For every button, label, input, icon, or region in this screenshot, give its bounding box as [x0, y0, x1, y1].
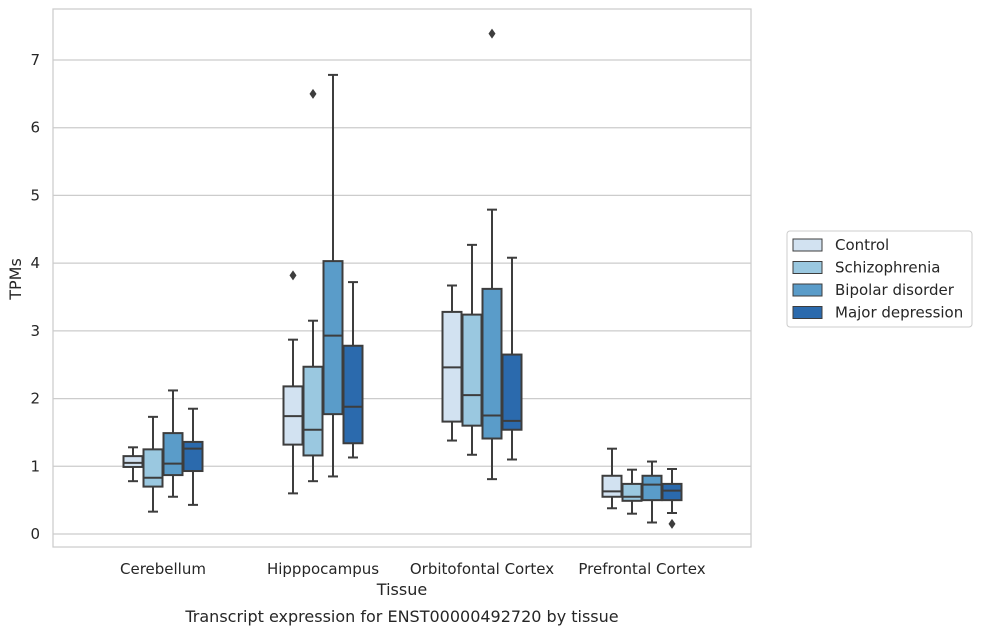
box-body	[342, 344, 364, 445]
legend-label: Bipolar disorder	[835, 281, 955, 299]
outlier-marker	[289, 270, 297, 281]
legend-swatch	[792, 238, 823, 252]
legend-swatch	[792, 261, 823, 274]
y-tick-label: 0	[30, 525, 40, 543]
x-tick-label-orbitofontal-cortex: Orbitofontal Cortex	[410, 560, 554, 578]
box-hipppocampus-major-depression	[342, 281, 364, 459]
box-body	[122, 455, 144, 468]
box-cerebellum-schizophrenia	[142, 415, 164, 513]
x-tick-label-hipppocampus: Hipppocampus	[267, 560, 379, 578]
legend-item-major-depression: Major depression	[792, 304, 963, 322]
box-prefrontal-cortex-control	[601, 447, 623, 510]
y-tick-label: 7	[30, 51, 40, 69]
legend-label: Schizophrenia	[835, 259, 940, 277]
outlier-marker	[309, 88, 317, 99]
y-tick-label: 2	[30, 390, 40, 408]
box-hipppocampus-schizophrenia	[302, 88, 324, 483]
box-body	[641, 474, 663, 502]
outlier-marker	[488, 28, 496, 39]
box-prefrontal-cortex-major-depression	[661, 467, 683, 529]
y-tick-label: 3	[30, 322, 40, 340]
legend: Control Schizophrenia Bipolar disorder Majo…	[786, 230, 973, 328]
y-tick-label: 1	[30, 457, 40, 475]
box-hipppocampus-bipolar-disorder	[322, 73, 344, 478]
box-orbitofontal-cortex-control	[441, 284, 463, 442]
box-body	[322, 260, 344, 416]
legend-swatch	[792, 283, 823, 297]
y-tick-labels: 0 1 2 3 4 5 6 7	[30, 51, 40, 543]
box-body	[302, 365, 324, 457]
legend-swatch	[792, 306, 823, 319]
box-body	[162, 432, 184, 477]
plot-area-frame	[52, 8, 752, 548]
box-body	[601, 474, 623, 498]
boxes	[122, 28, 683, 529]
y-tick-label: 4	[30, 254, 40, 272]
box-body	[621, 482, 643, 502]
box-body	[501, 353, 523, 431]
x-tick-labels: Cerebellum Hipppocampus Orbitofontal Corte…	[120, 560, 706, 578]
x-tick-label-cerebellum: Cerebellum	[120, 560, 206, 578]
y-tick-label: 5	[30, 186, 40, 204]
box-body	[182, 440, 204, 473]
box-orbitofontal-cortex-major-depression	[501, 256, 523, 461]
x-axis-label: Tissue	[376, 580, 427, 599]
box-cerebellum-major-depression	[182, 407, 204, 506]
legend-label: Major depression	[835, 304, 963, 322]
chart-caption: Transcript expression for ENST0000049272…	[184, 607, 618, 626]
y-tick-label: 6	[30, 119, 40, 137]
box-body	[142, 448, 164, 488]
box-cerebellum-control	[122, 446, 144, 483]
legend-frame	[786, 230, 973, 328]
legend-item-control: Control	[792, 236, 889, 254]
x-tick-label-prefrontal-cortex: Prefrontal Cortex	[578, 560, 705, 578]
box-body	[661, 482, 683, 502]
outlier-marker	[668, 518, 676, 529]
box-hipppocampus-control	[282, 270, 304, 495]
legend-label: Control	[835, 236, 889, 254]
legend-item-bipolar-disorder: Bipolar disorder	[792, 281, 955, 299]
box-orbitofontal-cortex-bipolar-disorder	[481, 28, 503, 481]
legend-item-schizophrenia: Schizophrenia	[792, 259, 940, 277]
box-cerebellum-bipolar-disorder	[162, 389, 184, 498]
box-prefrontal-cortex-schizophrenia	[621, 468, 643, 515]
box-body	[461, 313, 483, 427]
y-axis-label: TPMs	[6, 258, 25, 301]
box-prefrontal-cortex-bipolar-disorder	[641, 460, 663, 524]
box-orbitofontal-cortex-schizophrenia	[461, 243, 483, 456]
